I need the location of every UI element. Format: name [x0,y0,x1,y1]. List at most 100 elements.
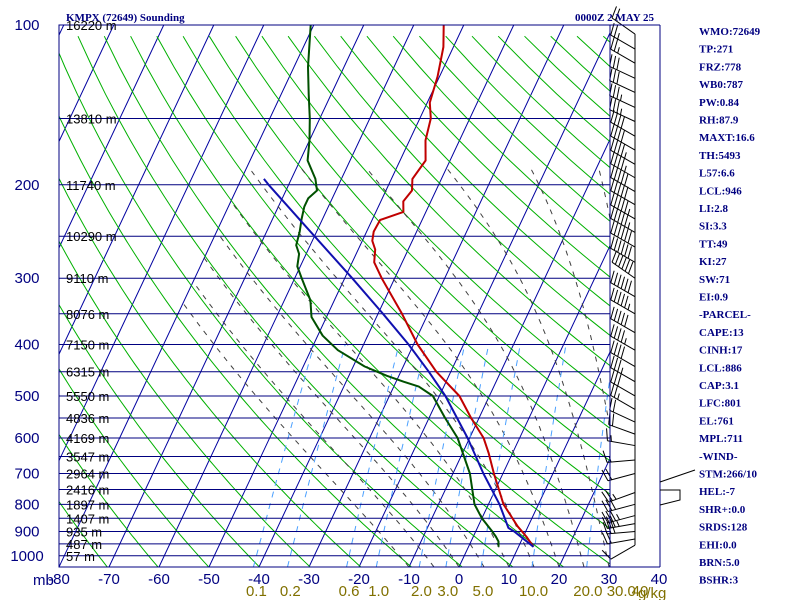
wind-barb [610,369,636,397]
wind-barb-feather [610,287,615,300]
wind-barb-feather [624,314,629,327]
stability-index: EHI:0.0 [699,539,737,551]
height-label: 7150 m [66,338,109,353]
wind-barb-feather [610,383,615,396]
stability-index: LCL:946 [699,185,742,197]
mixing-ratio-line [480,344,521,567]
dry-adiabat-line [77,35,514,567]
wind-barb-feather [614,8,621,21]
wind-barb-feather [624,244,629,257]
wind-barb-feather [612,85,617,98]
wind-barb-feather [611,413,615,426]
wind-barb-half-feather [624,152,627,159]
dry-adiabat-line [156,35,610,530]
wind-barb [601,509,636,524]
wind-barb [609,83,636,108]
wind-barb-feather [613,25,619,38]
wind-barb-panel [601,6,636,560]
pressure-tick-label: 700 [14,466,39,483]
pressure-tick-label: 600 [14,430,39,447]
wind-barb-feather [601,469,609,482]
valid-time: 0000Z 2 MAY 25 [575,12,654,24]
wind-barb-feather [613,272,619,285]
stability-index: CAP:3.1 [699,380,739,392]
wind-barb-shaft [610,352,636,367]
wind-barb-feather [624,200,629,214]
wind-barb-shaft [609,65,636,79]
wind-barb-feather [617,291,622,304]
wind-barb [610,220,636,248]
wind-barb-feather [613,39,619,52]
height-label: 2964 m [66,467,109,482]
moist-adiabat-line [192,281,435,567]
wind-barb-shaft [609,80,636,93]
moist-adiabat-line [445,166,610,567]
wind-barb-feather [624,214,629,227]
wind-barb-feather [613,289,619,302]
temperature-tick-label: -80 [48,571,70,588]
stability-index: TH:5493 [699,150,741,162]
wind-barb [610,110,636,137]
wind-barb-feather [620,171,626,184]
dewpoint-profile [295,25,500,547]
wind-barb-feather [605,468,613,480]
wind-barb-half-feather [627,208,631,216]
wind-barb-feather [617,328,622,341]
wind-barb [610,236,636,263]
wind-barb-feather [614,252,621,265]
temperature-tick-label: 10 [501,571,518,588]
isotherm-line [59,25,215,356]
wind-barb [601,544,636,560]
wind-barb-half-feather [620,367,624,374]
isotherm-line [59,25,315,567]
wind-barb-half-feather [627,303,631,310]
mixing-ratio-line [445,344,490,567]
wind-barb-feather [601,491,610,503]
wind-barb-feather [617,127,622,141]
pressure-tick-label: 200 [14,177,39,194]
stability-index: TP:271 [699,44,733,56]
mixing-ratio-tick-label: 30.0 [607,583,636,600]
dry-adiabat-line [59,433,159,567]
moist-adiabat-line [219,235,485,567]
temperature-tick-label: -60 [148,571,170,588]
isotherm-line [59,25,115,143]
wind-barb [610,178,636,206]
wind-barb-shaft [610,544,636,560]
wind-barb-feather [613,385,619,398]
wind-barb [610,23,636,50]
mixing-ratio-line [586,373,610,567]
wind-barb-half-feather [617,393,620,400]
wind-barb-feather [613,194,619,208]
wind-barb-feather [610,37,615,50]
wind-barb-feather [620,157,626,170]
wind-barb-feather [620,312,626,325]
height-label: 10290 m [66,229,117,244]
stability-index: MPL:711 [699,433,743,445]
wind-barb-feather [613,112,619,125]
wind-barb-feather [618,255,624,267]
pressure-tick-label: 900 [14,523,39,540]
mixing-ratio-tick-label: 0.2 [280,583,301,600]
wind-barb [601,498,636,513]
wind-barb-feather [610,220,615,234]
wind-barb [611,250,636,279]
wind-barb-feather [605,510,613,523]
wind-barb-half-feather [612,493,617,500]
stability-indices-panel: WMO:72649 TP:271 FRZ:778 WB0:787 PW:0.84 RH:8… [699,26,761,587]
wind-barb-feather [613,125,619,139]
stability-index: LCL:886 [699,362,742,374]
wind-barb-shaft [607,473,636,482]
wind-barb [610,340,636,367]
brn-callout-lines [659,469,696,506]
wind-barb-feather [617,155,622,168]
wind-barb-feather [617,310,622,323]
mixing-ratio-line [346,344,400,567]
wind-barb-feather [617,240,622,253]
wind-barb [601,490,636,503]
wind-barb-shaft [607,440,636,447]
wind-barb-feather [609,498,617,510]
stability-index: SHR+:0.0 [699,504,746,516]
wind-barb [610,123,636,151]
wind-barb-feather [620,212,626,225]
